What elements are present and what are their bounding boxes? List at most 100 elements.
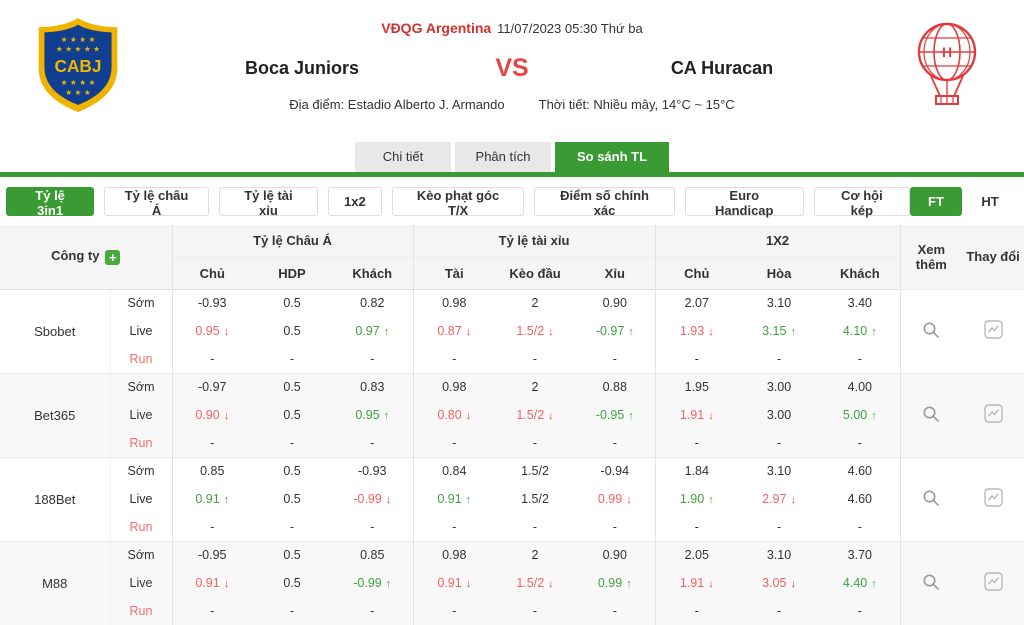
- odds-value: -: [495, 597, 576, 625]
- company-name: Bet365: [0, 373, 110, 457]
- trend-up-icon: ↑: [790, 326, 796, 338]
- tab-phan-tich[interactable]: Phân tích: [455, 142, 551, 172]
- trend-up-icon: ↑: [628, 410, 634, 422]
- odds-value: 0.90: [575, 289, 656, 317]
- odds-value: 0.85: [171, 457, 253, 485]
- sub-header-1x2-home: Chủ: [654, 257, 739, 290]
- odds-value: 0.5: [252, 373, 333, 401]
- odds-row: Run - - - - - - - - -: [0, 597, 1024, 625]
- odds-value: 0.95 ↓: [171, 317, 253, 345]
- odds-value: -: [575, 513, 656, 541]
- odds-value: 1.5/2 ↓: [495, 401, 576, 429]
- one-x-two-group-header: 1X2: [654, 225, 901, 258]
- odds-row: Bet365 Sớm -0.97 0.5 0.83 0.98 2 0.88 1.95 3.00 4.…: [0, 373, 1024, 457]
- odds-row: Run - - - - - - - - -: [0, 513, 1024, 541]
- odds-value: -: [575, 345, 656, 373]
- odds-value: -: [575, 429, 656, 457]
- toggle-ht[interactable]: HT: [964, 187, 1016, 216]
- odds-value: 0.85: [332, 541, 414, 569]
- odds-value: 5.00 ↑: [820, 401, 901, 429]
- trend-up-icon: ↑: [465, 494, 472, 506]
- trend-chart-icon[interactable]: [983, 572, 1003, 591]
- odds-value: -: [252, 429, 333, 457]
- trend-chart-icon[interactable]: [983, 404, 1003, 423]
- filter-diem-so-chinh-xac[interactable]: Điểm số chính xác: [534, 187, 675, 218]
- tab-bar: Chi tiết Phân tích So sánh TL: [0, 142, 1024, 172]
- match-meta: Địa điểm: Estadio Alberto J. Armando Thờ…: [0, 97, 1024, 112]
- magnifier-icon[interactable]: [922, 573, 940, 591]
- odds-value: -: [252, 345, 333, 373]
- trend-down-icon: ↓: [223, 578, 230, 590]
- row-type-label: Run: [109, 513, 173, 541]
- sub-header-over: Tài: [412, 257, 496, 290]
- view-more-cell: [899, 541, 963, 625]
- filter-ty-le-chau-a[interactable]: Tỷ lệ châu Á: [104, 187, 209, 218]
- odds-value: 1.5/2: [495, 485, 576, 513]
- company-label: Công ty: [51, 248, 100, 264]
- trend-down-icon: ↓: [223, 326, 230, 338]
- odds-value: 3.40: [820, 289, 901, 317]
- view-more-cell: [899, 373, 963, 457]
- odds-value: 0.5: [252, 289, 333, 317]
- change-trend-cell: [962, 373, 1024, 457]
- trend-down-icon: ↓: [223, 410, 230, 422]
- trend-up-icon: ↑: [385, 578, 392, 590]
- venue-text: Địa điểm: Estadio Alberto J. Armando: [289, 97, 505, 112]
- magnifier-icon[interactable]: [922, 489, 940, 507]
- odds-value: -: [495, 429, 576, 457]
- row-type-label: Live: [109, 317, 173, 345]
- vs-label: VS: [495, 54, 529, 82]
- odds-value: 0.97 ↑: [332, 317, 414, 345]
- odds-value: 1.5/2 ↓: [495, 569, 576, 597]
- magnifier-icon[interactable]: [922, 405, 940, 423]
- odds-value: -: [412, 429, 496, 457]
- sub-header-1x2-draw: Hòa: [738, 257, 821, 290]
- plus-icon[interactable]: +: [105, 250, 121, 266]
- odds-value: 1.93 ↓: [654, 317, 739, 345]
- odds-value: -: [252, 597, 333, 625]
- odds-value: 0.5: [252, 485, 333, 513]
- odds-value: -: [171, 429, 253, 457]
- filter-keo-phat-goc[interactable]: Kèo phạt góc T/X: [391, 187, 525, 218]
- filter-euro-handicap[interactable]: Euro Handicap: [684, 187, 804, 218]
- view-more-cell: [899, 457, 963, 541]
- trend-chart-icon[interactable]: [983, 320, 1003, 339]
- row-type-label: Run: [109, 429, 173, 457]
- odds-table-header: Công ty + Tỷ lệ Châu Á Tỷ lệ tài xỉu 1X2 …: [0, 225, 1024, 290]
- sub-header-goal-line: Kèo đầu: [495, 257, 576, 290]
- odds-value: 0.91 ↑: [412, 485, 496, 513]
- filter-ty-le-tai-xiu[interactable]: Tỷ lệ tài xỉu: [218, 187, 319, 218]
- tab-chi-tiet[interactable]: Chi tiết: [355, 142, 451, 172]
- odds-row: Sbobet Sớm -0.93 0.5 0.82 0.98 2 0.90 2.07 3.10 3.…: [0, 289, 1024, 373]
- odds-value: 0.98: [412, 289, 496, 317]
- row-type-label: Sớm: [109, 457, 173, 485]
- magnifier-icon[interactable]: [922, 321, 940, 339]
- odds-value: -0.99 ↓: [332, 485, 414, 513]
- odds-value: -: [738, 429, 821, 457]
- odds-value: 4.40 ↑: [820, 569, 901, 597]
- filter-co-hoi-kep[interactable]: Cơ hội kép: [813, 187, 910, 218]
- svg-text:H: H: [942, 44, 952, 60]
- filter-1x2[interactable]: 1x2: [328, 187, 382, 216]
- odds-value: 0.5: [252, 401, 333, 429]
- odds-value: -: [654, 513, 739, 541]
- odds-value: -: [738, 345, 821, 373]
- tab-so-sanh-tl[interactable]: So sánh TL: [555, 142, 669, 172]
- toggle-ft[interactable]: FT: [910, 187, 962, 216]
- odds-value: -: [654, 345, 739, 373]
- filter-ty-le-3in1[interactable]: Tỷ lệ 3in1: [6, 187, 95, 218]
- trend-chart-icon[interactable]: [983, 488, 1003, 507]
- away-team-name: CA Huracan: [670, 58, 774, 78]
- odds-value: -: [171, 597, 253, 625]
- odds-value: -: [738, 597, 821, 625]
- odds-value: -: [820, 513, 901, 541]
- odds-value: 4.60: [820, 457, 901, 485]
- odds-value: -: [738, 513, 821, 541]
- odds-value: -: [252, 513, 333, 541]
- odds-value: 4.60: [820, 485, 901, 513]
- sub-header-1x2-away: Khách: [820, 257, 901, 290]
- sub-header-ah-hdp: HDP: [252, 257, 333, 290]
- odds-value: -: [412, 513, 496, 541]
- view-more-header: Xem thêm: [899, 225, 963, 290]
- odds-value: 4.00: [820, 373, 901, 401]
